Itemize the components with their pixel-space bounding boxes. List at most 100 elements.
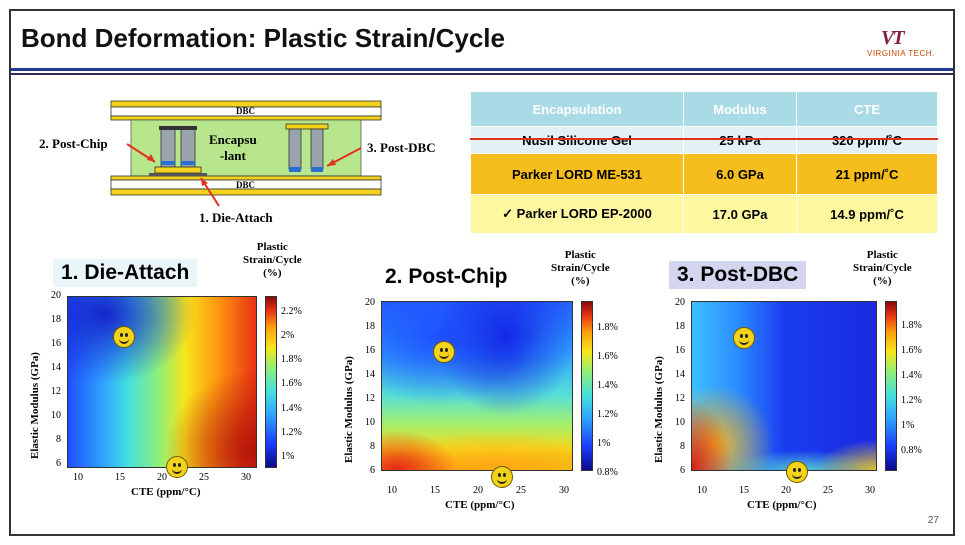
- y-tick: 14: [675, 369, 685, 380]
- smiley-icon: [733, 327, 755, 349]
- legend-title: Plastic Strain/Cycle (%): [243, 241, 302, 280]
- dbc-bottom-label: DBC: [236, 180, 256, 190]
- cbar-tick: 1.2%: [901, 395, 922, 406]
- table-row: Parker LORD ME-531 6.0 GPa 21 ppm/˚C: [470, 153, 938, 195]
- x-tick: 20: [781, 485, 791, 496]
- cbar-tick: 1.8%: [597, 322, 618, 333]
- y-tick: 18: [675, 321, 685, 332]
- x-tick: 20: [157, 472, 167, 483]
- y-axis-label: Elastic Modulus (GPa): [653, 356, 665, 463]
- x-tick: 30: [241, 472, 251, 483]
- encapsulation-table: Encapsulation Modulus CTE Nusil Silicone…: [470, 91, 938, 234]
- smiley-icon: [113, 326, 135, 348]
- page-number: 27: [927, 515, 939, 526]
- colorbar-post-dbc: [885, 301, 897, 471]
- strikethrough-line: [470, 138, 938, 140]
- table-header: CTE: [796, 91, 938, 127]
- die-attach-label: 1. Die-Attach: [199, 210, 273, 225]
- legend-title: Plastic Strain/Cycle (%): [853, 249, 912, 288]
- cbar-tick: 1.4%: [901, 370, 922, 381]
- smiley-icon: [433, 341, 455, 363]
- title-rule-secondary: [11, 73, 953, 75]
- table-row: Nusil Silicone Gel 25 kPa 320 ppm/˚C: [470, 126, 938, 154]
- y-tick: 16: [365, 345, 375, 356]
- legend-title-line: Plastic: [256, 241, 288, 253]
- y-tick: 6: [680, 465, 685, 476]
- cbar-tick: 1.4%: [597, 380, 618, 391]
- table-cell: 14.9 ppm/˚C: [796, 194, 938, 234]
- vt-logo-mark: VT: [881, 27, 905, 49]
- y-tick: 18: [365, 321, 375, 332]
- legend-title-line: (%): [571, 275, 590, 287]
- y-tick: 14: [365, 369, 375, 380]
- table-row: ✓ Parker LORD EP-2000 17.0 GPa 14.9 ppm/…: [470, 194, 938, 234]
- dbc-top-label: DBC: [236, 106, 256, 116]
- x-tick: 20: [473, 485, 483, 496]
- table-cell: 17.0 GPa: [683, 194, 797, 234]
- cbar-tick: 1%: [597, 438, 611, 449]
- y-tick: 6: [370, 465, 375, 476]
- y-tick: 6: [56, 458, 61, 469]
- y-axis-label: Elastic Modulus (GPa): [343, 356, 355, 463]
- legend-title-line: (%): [263, 267, 282, 279]
- y-tick: 8: [56, 434, 61, 445]
- y-tick: 16: [51, 338, 61, 349]
- x-tick: 30: [865, 485, 875, 496]
- x-tick: 10: [387, 485, 397, 496]
- post-dbc-label: 3. Post-DBC: [367, 140, 436, 155]
- y-tick: 12: [675, 393, 685, 404]
- smiley-icon: [786, 461, 808, 483]
- table-header: Modulus: [683, 91, 797, 127]
- post-chip-label: 2. Post-Chip: [39, 136, 108, 151]
- colorbar-post-chip: [581, 301, 593, 471]
- x-tick: 15: [430, 485, 440, 496]
- legend-title-line: Strain/Cycle: [243, 254, 302, 266]
- cbar-tick: 1.6%: [281, 378, 302, 389]
- title-rule: [11, 68, 953, 71]
- legend-title-line: Plastic: [564, 249, 596, 261]
- vt-logo-name: VIRGINIA TECH.: [867, 49, 935, 58]
- colorbar-die-attach: [265, 296, 277, 468]
- encapsulant-label: Encapsu -lant: [209, 132, 257, 163]
- x-tick: 30: [559, 485, 569, 496]
- cbar-tick: 2%: [281, 330, 295, 341]
- cbar-tick: 2.2%: [281, 306, 302, 317]
- x-tick: 10: [697, 485, 707, 496]
- table-cell: 6.0 GPa: [683, 153, 797, 195]
- virginia-tech-logo: VT VIRGINIA TECH.: [867, 27, 939, 61]
- heatmap-post-dbc: [691, 301, 877, 471]
- table-cell: Nusil Silicone Gel: [470, 126, 684, 154]
- cbar-tick: 1.6%: [597, 351, 618, 362]
- y-tick: 20: [51, 290, 61, 301]
- table-cell: 25 kPa: [683, 126, 797, 154]
- x-axis-label: CTE (ppm/°C): [445, 499, 515, 511]
- legend-title-line: Strain/Cycle: [551, 262, 610, 274]
- panel-title-die-attach: 1. Die-Attach: [53, 259, 198, 287]
- table-cell: 21 ppm/˚C: [796, 153, 938, 195]
- cbar-tick: 0.8%: [901, 445, 922, 456]
- cbar-tick: 1.2%: [597, 409, 618, 420]
- y-tick: 10: [675, 417, 685, 428]
- cbar-tick: 1.4%: [281, 403, 302, 414]
- legend-title-line: Plastic: [866, 249, 898, 261]
- cross-section-drawing: [110, 100, 382, 207]
- cbar-tick: 1%: [281, 451, 295, 462]
- table-cell: ✓ Parker LORD EP-2000: [470, 194, 684, 234]
- y-tick: 8: [680, 441, 685, 452]
- heatmap-post-chip: [381, 301, 573, 471]
- x-axis-label: CTE (ppm/°C): [747, 499, 817, 511]
- y-tick: 10: [365, 417, 375, 428]
- y-tick: 16: [675, 345, 685, 356]
- panel-title-post-chip: 2. Post-Chip: [385, 265, 508, 288]
- cbar-tick: 1.2%: [281, 427, 302, 438]
- x-tick: 25: [199, 472, 209, 483]
- table-cell: Parker LORD ME-531: [470, 153, 684, 195]
- y-tick: 12: [365, 393, 375, 404]
- y-axis-label: Elastic Modulus (GPa): [29, 352, 41, 459]
- y-tick: 14: [51, 362, 61, 373]
- module-cross-section-diagram: DBC DBC Encapsu -lant 2. Post-Chip 3. Po…: [31, 96, 471, 236]
- cbar-tick: 1%: [901, 420, 915, 431]
- x-tick: 15: [739, 485, 749, 496]
- legend-title-line: (%): [873, 275, 892, 287]
- panel-title-post-dbc: 3. Post-DBC: [669, 261, 807, 289]
